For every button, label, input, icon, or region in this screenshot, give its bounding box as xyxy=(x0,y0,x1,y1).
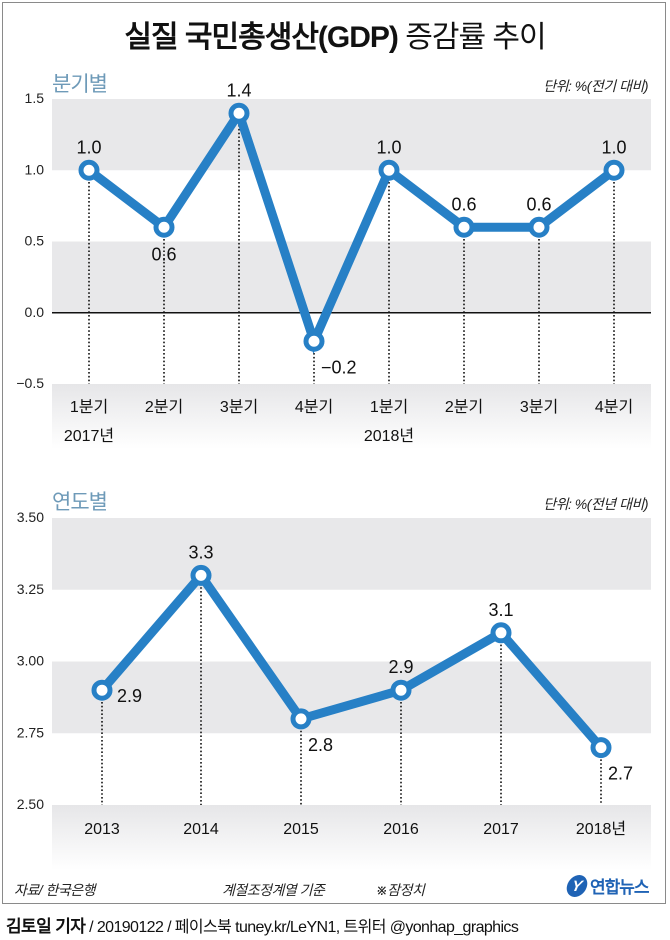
data-label: 2.9 xyxy=(388,657,413,677)
data-label: 1.0 xyxy=(376,137,401,157)
data-point xyxy=(390,679,412,701)
x-axis-band xyxy=(52,384,651,449)
yonhap-logo: Y 연합뉴스 xyxy=(564,873,650,898)
yearly-chart: 3.50 3.25 3.00 2.75 2.50 2.9 3.3 2.8 2.9 3.1 2.7 20… xyxy=(17,509,651,870)
x-tick-label: 2017 xyxy=(483,821,519,838)
reporter-name: 김토일 기자 xyxy=(6,917,86,936)
data-label: 1.0 xyxy=(76,137,101,157)
series-line xyxy=(84,102,619,354)
data-label: 0.6 xyxy=(151,244,176,264)
data-label: 0.6 xyxy=(526,194,551,214)
data-point xyxy=(153,216,175,238)
data-label: 1.4 xyxy=(226,80,251,100)
credit-details: / 20190122 / 페이스북 tuney.kr/LeYN1, 트위터 @y… xyxy=(85,919,519,936)
data-label: 3.3 xyxy=(188,542,213,562)
x-tick-label: 2016 xyxy=(383,821,419,838)
y-tick-label: 0.5 xyxy=(25,233,45,249)
yearly-section-label: 연도별 xyxy=(52,491,108,514)
quarterly-unit-label: 단위: %(전기 대비) xyxy=(543,78,648,94)
y-tick-label: 2.50 xyxy=(17,796,44,812)
title-normal: 증감률 추이 xyxy=(397,21,546,54)
data-point xyxy=(78,159,100,181)
source-label: 자료/ 한국은행 xyxy=(14,882,96,898)
data-point xyxy=(91,679,113,701)
year-label: 2017년 xyxy=(64,427,114,445)
yonhap-logo-icon: Y xyxy=(564,874,590,897)
infographic-frame xyxy=(2,2,666,904)
x-tick-label: 3분기 xyxy=(220,398,258,416)
data-point xyxy=(490,622,512,644)
quarterly-chart: 1.5 1.0 0.5 0.0 −0.5 1.0 0.6 1.4 −0.2 1.0 0.6 0.6 1.… xyxy=(16,80,651,449)
x-tick-label: 3분기 xyxy=(520,398,558,416)
year-label: 2018년 xyxy=(364,427,414,445)
data-label: 1.0 xyxy=(601,137,626,157)
data-label: 2.8 xyxy=(308,735,333,755)
data-point xyxy=(453,216,475,238)
y-tick-label: 3.50 xyxy=(17,509,44,525)
data-point xyxy=(528,216,550,238)
data-label: 0.6 xyxy=(451,194,476,214)
x-tick-label: 4분기 xyxy=(595,398,633,416)
data-point xyxy=(290,708,312,730)
x-tick-label: 2018년 xyxy=(576,820,626,838)
data-point xyxy=(228,102,250,124)
y-tick-label: 1.0 xyxy=(25,161,45,177)
y-tick-label: −0.5 xyxy=(16,375,44,391)
data-label: 2.7 xyxy=(608,764,633,784)
quarterly-section-label: 분기별 xyxy=(52,73,108,96)
x-tick-label: 4분기 xyxy=(295,398,333,416)
x-axis-band xyxy=(52,805,651,870)
series-line xyxy=(97,568,606,753)
chart-title: 실질 국민총생산(GDP) 증감률 추이 xyxy=(0,12,670,56)
x-tick-label: 1분기 xyxy=(70,398,108,416)
x-tick-label: 2분기 xyxy=(445,398,483,416)
data-point xyxy=(378,159,400,181)
x-tick-label: 2분기 xyxy=(145,398,183,416)
x-tick-label: 2015 xyxy=(283,821,319,838)
x-tick-label: 2014 xyxy=(183,821,219,838)
y-tick-label: 3.00 xyxy=(17,653,44,669)
data-label: −0.2 xyxy=(321,357,357,377)
credit-line: 김토일 기자 / 20190122 / 페이스북 tuney.kr/LeYN1,… xyxy=(6,912,519,937)
y-tick-label: 2.75 xyxy=(17,724,44,740)
data-label: 3.1 xyxy=(488,600,513,620)
basis-label: 계절조정계열 기준 xyxy=(222,882,325,898)
title-bold: 실질 국민총생산(GDP) xyxy=(124,21,399,54)
data-point xyxy=(590,737,612,759)
provisional-note: ※잠정치 xyxy=(376,882,425,898)
grid-band xyxy=(52,661,651,734)
grid-band xyxy=(52,99,651,171)
y-tick-label: 0.0 xyxy=(25,304,45,320)
data-label: 2.9 xyxy=(117,686,142,706)
y-tick-label: 1.5 xyxy=(25,90,45,106)
yearly-unit-label: 단위: %(전년 대비) xyxy=(543,496,648,512)
data-point xyxy=(303,330,325,352)
data-point xyxy=(190,564,212,586)
grid-band xyxy=(52,518,651,590)
x-tick-label: 2013 xyxy=(84,821,120,838)
y-tick-label: 3.25 xyxy=(17,581,44,597)
yonhap-logo-text: 연합뉴스 xyxy=(590,878,650,897)
x-tick-label: 1분기 xyxy=(370,398,408,416)
data-point xyxy=(603,159,625,181)
